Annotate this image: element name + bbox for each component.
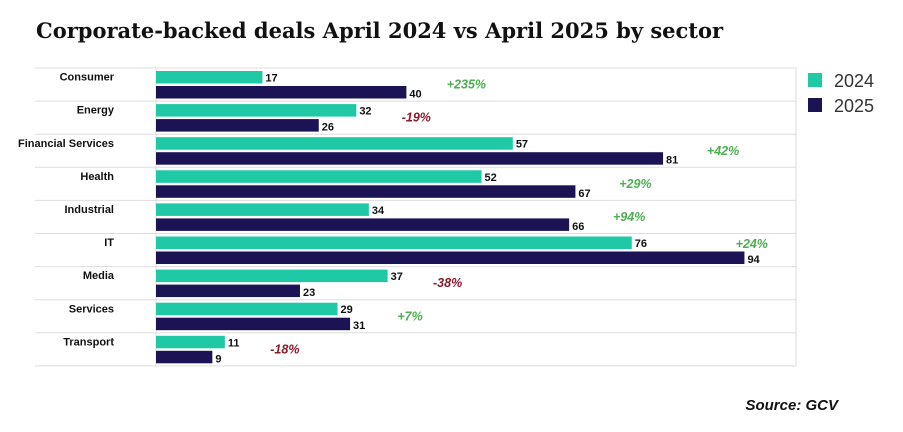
percent-change-label: -18% xyxy=(270,342,299,356)
value-label-2025: 40 xyxy=(409,89,421,101)
category-label: Transport xyxy=(63,336,114,348)
percent-change-labels: +235% -19% +42% +29% +94% +24% -38% +7% -18% xyxy=(270,78,768,357)
value-label-2025: 66 xyxy=(572,221,584,233)
category-label: Media xyxy=(83,270,115,282)
value-label-2024: 32 xyxy=(359,106,371,118)
category-label: IT xyxy=(104,237,114,249)
row-grid xyxy=(35,67,797,367)
value-label-2024: 76 xyxy=(635,238,647,250)
bars xyxy=(156,71,745,364)
value-label-2024: 11 xyxy=(228,337,240,349)
value-label-2024: 17 xyxy=(265,73,277,85)
bar-2025 xyxy=(156,218,570,231)
category-label: Energy xyxy=(77,105,115,117)
category-label: Health xyxy=(80,171,114,183)
value-label-2025: 9 xyxy=(215,353,221,365)
percent-change-label: +42% xyxy=(707,144,739,158)
bar-2024 xyxy=(156,137,513,150)
value-label-2024: 29 xyxy=(341,304,353,316)
value-label-2024: 37 xyxy=(391,271,403,283)
bar-2025 xyxy=(156,86,407,99)
percent-change-label: -38% xyxy=(433,276,462,290)
source-note: Source: GCV xyxy=(745,397,838,414)
value-label-2024: 52 xyxy=(485,172,497,184)
chart-title: Corporate-backed deals April 2024 vs Apr… xyxy=(36,18,724,43)
legend-swatch xyxy=(808,73,822,87)
category-label: Consumer xyxy=(60,72,115,84)
value-label-2025: 94 xyxy=(747,254,760,266)
legend-label: 2024 xyxy=(834,71,874,91)
bar-2025 xyxy=(156,119,319,132)
bar-2025 xyxy=(156,350,213,364)
category-label: Services xyxy=(69,303,114,315)
bar-2024 xyxy=(156,335,225,349)
bar-2025 xyxy=(156,185,576,198)
bar-2024 xyxy=(156,269,388,283)
percent-change-label: +94% xyxy=(613,210,645,224)
bar-2024 xyxy=(156,203,369,216)
category-labels: Consumer Energy Financial Services Health In… xyxy=(18,72,115,349)
bar-2024 xyxy=(156,104,357,117)
percent-change-label: +29% xyxy=(619,177,651,191)
bar-2024 xyxy=(156,302,338,316)
bar-2024 xyxy=(156,71,263,84)
percent-change-label: +235% xyxy=(447,78,486,92)
value-label-2025: 23 xyxy=(303,287,315,299)
category-label: Industrial xyxy=(64,204,114,216)
bar-2025 xyxy=(156,152,664,165)
percent-change-label: +7% xyxy=(397,309,422,323)
legend: 2024 2025 xyxy=(808,71,874,116)
value-label-2024: 34 xyxy=(372,205,385,217)
percent-change-label: +24% xyxy=(736,237,768,251)
percent-change-label: -19% xyxy=(402,111,431,125)
bar-2024 xyxy=(156,170,482,183)
bar-2024 xyxy=(156,236,632,249)
bar-2025 xyxy=(156,284,300,298)
bar-2025 xyxy=(156,317,351,331)
bar-2025 xyxy=(156,251,745,264)
value-label-2025: 26 xyxy=(322,122,334,134)
legend-label: 2025 xyxy=(834,96,874,116)
value-label-2025: 31 xyxy=(353,320,365,332)
category-label: Financial Services xyxy=(18,138,114,150)
legend-swatch xyxy=(808,98,822,112)
value-label-2025: 67 xyxy=(578,188,590,200)
value-label-2024: 57 xyxy=(516,139,528,151)
value-label-2025: 81 xyxy=(666,155,678,167)
